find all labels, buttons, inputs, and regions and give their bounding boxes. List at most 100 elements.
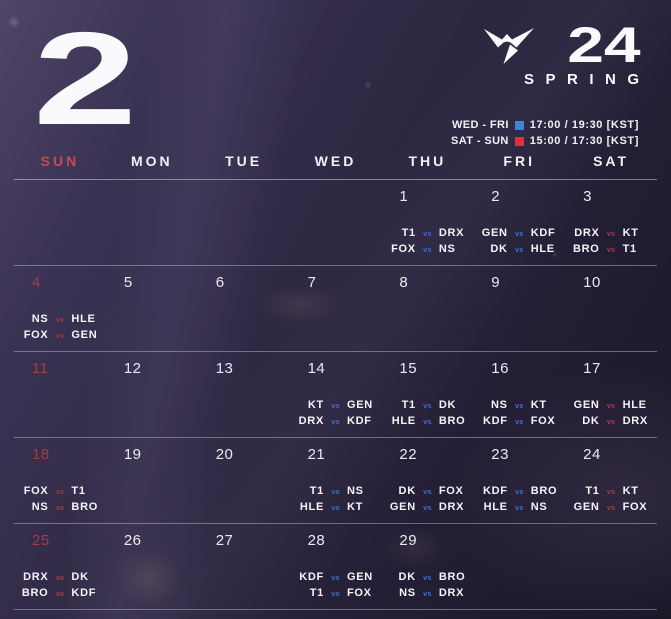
date-number: 19 — [123, 446, 142, 463]
match: DRX vs DK — [14, 571, 106, 583]
match: KT vs GEN — [290, 399, 382, 411]
day-header-tue: TUE — [225, 153, 263, 169]
team-left: KDF — [482, 415, 508, 427]
team-right: DRX — [622, 415, 648, 427]
vs-label: vs — [423, 588, 432, 598]
lck-bird-icon — [483, 27, 535, 72]
vs-label: vs — [515, 228, 524, 238]
calendar-day-cell — [565, 524, 657, 609]
vs-label: vs — [55, 314, 65, 324]
match: T1 vs FOX — [290, 587, 382, 599]
date-number: 1 — [399, 188, 409, 205]
team-right: BRO — [438, 571, 466, 583]
legend-time-label: 17:00 / 19:30 [KST] — [529, 119, 639, 131]
vs-label: vs — [331, 486, 340, 496]
vs-label: vs — [423, 572, 432, 582]
date-number: 22 — [399, 446, 418, 463]
date-number: 2 — [491, 188, 501, 205]
match: HLE vs NS — [473, 501, 565, 513]
match: HLE vs BRO — [381, 415, 473, 427]
match: NS vs KT — [473, 399, 565, 411]
team-left: HLE — [391, 415, 416, 427]
day-header-fri: FRI — [503, 153, 535, 169]
date-number: 25 — [32, 532, 50, 549]
calendar-day-cell: 15 T1 vs DK HLE vs BRO — [381, 352, 473, 437]
team-right: KT — [530, 399, 547, 411]
team-left: T1 — [309, 485, 324, 497]
match-list: NS vs KT KDF vs FOX — [473, 399, 565, 427]
team-left: GEN — [389, 501, 416, 513]
match: DRX vs KDF — [290, 415, 382, 427]
date-number: 20 — [215, 446, 234, 463]
team-right: NS — [346, 485, 364, 497]
calendar-day-cell: 2 GEN vs KDF DK vs HLE — [473, 180, 565, 265]
match: T1 vs DRX — [381, 227, 473, 239]
calendar-day-cell: 1 T1 vs DRX FOX vs NS — [381, 180, 473, 265]
team-left: FOX — [391, 243, 416, 255]
date-number: 29 — [399, 532, 418, 549]
team-right: GEN — [346, 571, 373, 583]
calendar-week-row: 11 12 13 14 KT vs GEN DRX vs KDF 15 T1 vs DK HLE vs BRO 1… — [14, 352, 657, 438]
calendar-week-row: 18 FOX vs T1 NS vs BRO 19 20 21 T1 vs NS HLE vs KT 22 DK v… — [14, 438, 657, 524]
vs-label: vs — [423, 416, 432, 426]
team-left: DK — [490, 243, 508, 255]
vs-label: vs — [606, 228, 616, 238]
calendar-day-cell: 26 — [106, 524, 198, 609]
match-list: KDF vs BRO HLE vs NS — [473, 485, 565, 513]
vs-label: vs — [55, 330, 65, 340]
date-number: 28 — [307, 532, 326, 549]
date-number: 5 — [123, 274, 133, 291]
date-number: 18 — [32, 446, 50, 463]
team-right: NS — [438, 243, 456, 255]
match-list: T1 vs KT GEN vs FOX — [565, 485, 657, 513]
vs-label: vs — [55, 572, 65, 582]
team-right: DK — [438, 399, 457, 411]
match: BRO vs KDF — [14, 587, 106, 599]
calendar-day-cell — [14, 180, 106, 265]
date-number: 13 — [215, 360, 234, 377]
calendar-day-cell: 10 — [565, 266, 657, 351]
calendar-day-cell: 29 DK vs BRO NS vs DRX — [381, 524, 473, 609]
weekday-color-swatch — [514, 120, 524, 130]
calendar-day-cell: 20 — [198, 438, 290, 523]
match-list: DK vs FOX GEN vs DRX — [381, 485, 473, 513]
calendar-day-cell: 18 FOX vs T1 NS vs BRO — [14, 438, 106, 523]
match-list: DRX vs KT BRO vs T1 — [565, 227, 657, 255]
match-list: T1 vs NS HLE vs KT — [290, 485, 382, 513]
team-right: BRO — [530, 485, 558, 497]
date-number: 17 — [583, 360, 601, 377]
team-right: FOX — [346, 587, 372, 599]
vs-label: vs — [55, 588, 65, 598]
team-right: T1 — [71, 485, 86, 497]
match: KDF vs GEN — [290, 571, 382, 583]
date-number: 4 — [32, 274, 41, 291]
vs-label: vs — [606, 400, 616, 410]
vs-label: vs — [606, 416, 616, 426]
vs-label: vs — [331, 502, 340, 512]
match: GEN vs HLE — [565, 399, 657, 411]
match-list: KT vs GEN DRX vs KDF — [290, 399, 382, 427]
team-left: T1 — [585, 485, 600, 497]
team-right: KDF — [530, 227, 556, 239]
vs-label: vs — [331, 588, 340, 598]
date-number: 9 — [491, 274, 501, 291]
team-right: HLE — [71, 313, 96, 325]
match-list: DRX vs DK BRO vs KDF — [14, 571, 106, 599]
match: HLE vs KT — [290, 501, 382, 513]
calendar-weeks: 1 T1 vs DRX FOX vs NS 2 GEN vs KDF DK vs HLE 3 DRX vs KT B… — [14, 180, 657, 610]
team-right: FOX — [438, 485, 464, 497]
calendar-day-cell: 17 GEN vs HLE DK vs DRX — [565, 352, 657, 437]
match: NS vs DRX — [381, 587, 473, 599]
match: GEN vs KDF — [473, 227, 565, 239]
day-header-row: SUN MON TUE WED THU FRI SAT — [14, 153, 657, 180]
team-right: DRX — [438, 501, 465, 513]
vs-label: vs — [606, 486, 616, 496]
calendar-day-cell: 12 — [106, 352, 198, 437]
date-number: 21 — [307, 446, 326, 463]
match: DRX vs KT — [565, 227, 657, 239]
team-left: NS — [491, 399, 508, 411]
calendar-day-cell: 6 — [198, 266, 290, 351]
date-number: 7 — [307, 274, 317, 291]
team-left: T1 — [401, 399, 416, 411]
